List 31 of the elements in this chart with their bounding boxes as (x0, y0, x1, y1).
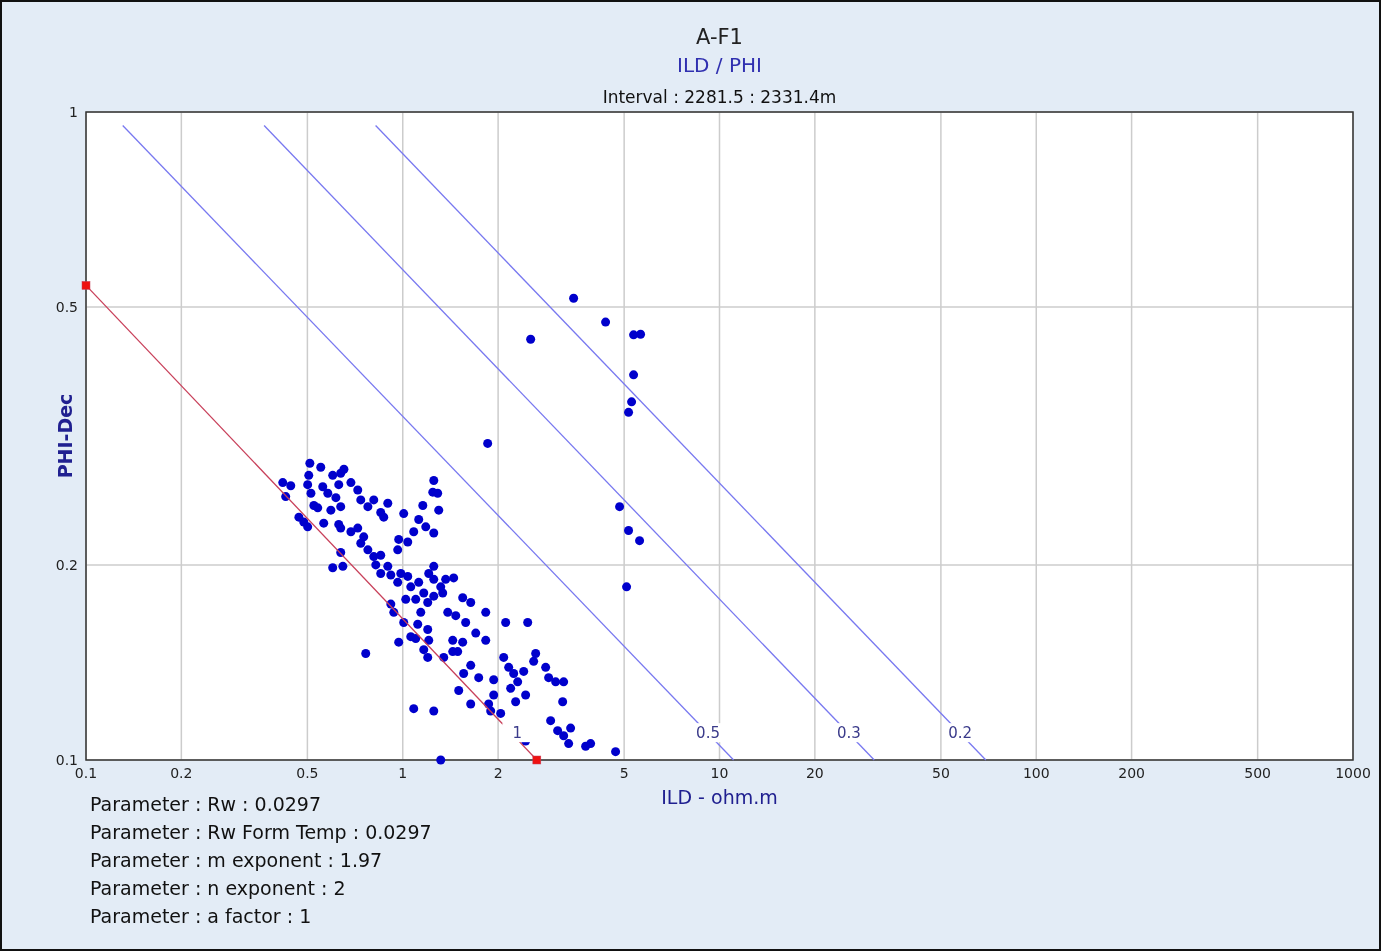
y-tick-label: 1 (69, 104, 78, 120)
text: Parameter : Rw : 0.0297 (90, 793, 322, 815)
text: Parameter : m exponent : 1.97 (90, 849, 383, 871)
chart-title: A-F1 (696, 25, 743, 49)
x-tick-label: 20 (805, 765, 824, 781)
x-tick-label: 200 (1118, 765, 1145, 781)
y-tick-label: 0.2 (55, 556, 78, 573)
x-tick-label: 100 (1022, 765, 1050, 781)
x-axis-title: ILD - ohm.m (661, 786, 778, 808)
annotation: 0.2 (948, 724, 973, 743)
y-tick-label: 0.5 (55, 299, 78, 316)
x-tick-label: 500 (1244, 765, 1272, 781)
x-tick-label: 0.1 (74, 765, 98, 781)
y-axis-title: PHI-Dec (54, 393, 76, 479)
x-tick-label: 0.2 (170, 765, 193, 781)
x-tick-label: 0.5 (296, 765, 319, 781)
x-tick-label: 10 (710, 765, 729, 781)
text: Parameter : a factor : 1 (90, 905, 312, 927)
chart-subtitle: ILD / PHI (677, 53, 762, 77)
text: Parameter : Rw Form Temp : 0.0297 (90, 821, 432, 843)
x-tick-label: 2 (493, 765, 503, 781)
x-tick-label: 1000 (1335, 765, 1371, 781)
y-tick-label: 0.1 (55, 752, 78, 768)
annotation: 0.5 (696, 724, 720, 743)
x-tick-label: 5 (619, 765, 629, 781)
text: Interval : 2281.5 : 2331.4m (602, 87, 837, 107)
text: Parameter : n exponent : 2 (90, 877, 346, 899)
annotation: 1 (512, 724, 523, 743)
x-tick-label: 50 (931, 765, 950, 781)
annotation: 0.3 (836, 724, 861, 743)
x-tick-label: 1 (398, 765, 408, 781)
